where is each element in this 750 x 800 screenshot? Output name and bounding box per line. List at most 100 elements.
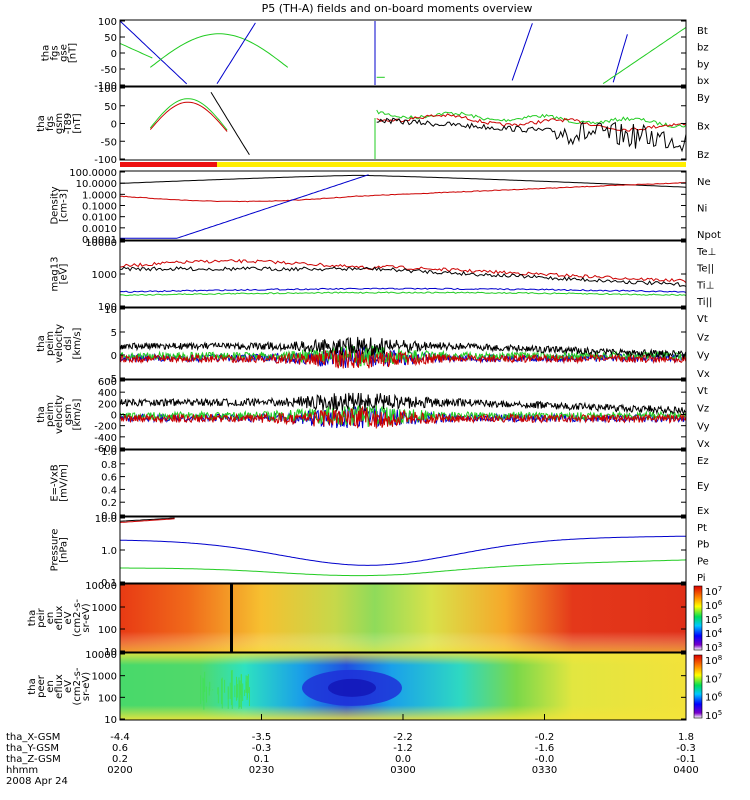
- legend-2: Ex: [697, 506, 709, 517]
- figure-title: P5 (TH-A) fields and on-board moments ov…: [262, 2, 533, 15]
- footer-row-label: tha_X-GSM: [6, 732, 60, 743]
- y-axis-label: [km/s]: [72, 398, 83, 430]
- y-axis-label: peim: [45, 402, 56, 427]
- y-axis-label: peer: [36, 674, 47, 698]
- y-axis-label: tha: [27, 678, 38, 694]
- legend-3: Pi: [697, 573, 706, 584]
- y-axis-label: Density: [50, 186, 61, 224]
- panel-traces: [120, 174, 686, 239]
- y-axis-label: dsl: [63, 336, 74, 350]
- y-tick-label: 200: [98, 399, 117, 410]
- y-axis-label: gse: [59, 44, 70, 62]
- y-axis-label: fgs: [50, 45, 61, 60]
- y-axis-label: en: [45, 612, 56, 625]
- y-axis-label: eflux: [54, 674, 65, 699]
- legend-2: Vy: [697, 351, 710, 362]
- colorbar-exponent: 5: [718, 613, 722, 621]
- y-axis-label: E=-VxB: [50, 464, 61, 501]
- colorbar-exponent: 3: [718, 641, 722, 649]
- data-gap-marker: [230, 584, 233, 652]
- footer-row-label: tha_Y-GSM: [6, 743, 59, 754]
- trace-bx-end: [612, 34, 628, 83]
- legend-1: Te||: [696, 264, 714, 275]
- trace-bx-rise: [216, 22, 256, 84]
- colorbar-label: 107: [705, 585, 722, 598]
- spectrogram-shade: [120, 653, 686, 720]
- y-tick-label: -50: [101, 137, 117, 148]
- trace-Te-perp: [120, 258, 686, 284]
- y-axis-label: sr-eV): [81, 672, 92, 701]
- y-tick-label: 400: [98, 388, 117, 399]
- y-axis-label: tha: [41, 45, 52, 61]
- trace-vz: [120, 348, 686, 369]
- panel-temperature: Te⊥ Te|| Ti⊥ Ti|| 10000 1000 100 mag13[eV]: [50, 238, 717, 313]
- footer-row-label: tha_Z-GSM: [6, 754, 61, 765]
- colorbar-exponent: 6: [718, 691, 723, 699]
- y-tick-label: 1000: [92, 603, 117, 614]
- legend-1: Bx: [697, 122, 710, 133]
- y-tick-label: 0: [111, 351, 117, 362]
- legend-0: Vt: [697, 314, 708, 325]
- footer-value: -2.2: [393, 732, 413, 743]
- y-axis-label: mag13: [50, 257, 61, 292]
- trace-Ti-perp: [120, 287, 686, 293]
- colorbar-exponent: 4: [718, 627, 723, 635]
- footer-axis: tha_X-GSM -4.4 -3.5 -2.2 -0.2 1.8 tha_Y-GSM 0.6…: [6, 714, 699, 787]
- y-tick-label: 100: [98, 84, 117, 95]
- y-axis-label: (cm2-s-: [72, 667, 83, 705]
- panel-density: Ne Ni Npot 100.000010.00001.00000.10000.010…: [50, 168, 721, 246]
- legend-0: Pt: [697, 523, 707, 534]
- footer-value: 1.8: [678, 732, 694, 743]
- y-axis-label: [km/s]: [72, 327, 83, 359]
- footer-value: 0.2: [112, 754, 128, 765]
- footer-value: 0330: [532, 765, 557, 776]
- footer-value: 0.1: [254, 754, 270, 765]
- trace-Ni: [120, 174, 686, 188]
- y-tick-label: -50: [101, 65, 117, 76]
- y-tick-label: 10: [104, 715, 117, 726]
- panel-frame: [119, 583, 687, 653]
- trace-bx-late: [511, 23, 533, 81]
- footer-value: -0.1: [676, 754, 696, 765]
- y-tick-label: 10000: [85, 581, 117, 592]
- y-axis-label: eV: [63, 611, 74, 624]
- mode-bar-red: [120, 162, 217, 167]
- y-tick-label: 0.0001: [82, 235, 117, 246]
- legend-0: Bt: [697, 26, 708, 37]
- y-tick-label: 1000: [92, 270, 117, 281]
- colorbar-label: 104: [705, 627, 723, 640]
- y-tick-label: -5: [107, 374, 117, 385]
- trace-Npot: [120, 174, 369, 239]
- y-tick-label: 600: [98, 377, 117, 388]
- footer-value: -1.2: [393, 743, 413, 754]
- colorbar-label: 108: [705, 654, 722, 667]
- trace-Pi: [120, 535, 686, 566]
- y-tick-label: 0.1000: [82, 202, 117, 213]
- footer-value: -4.4: [110, 732, 130, 743]
- y-tick-label: 10.0000: [76, 179, 117, 190]
- legend-0: Vt: [697, 386, 708, 397]
- y-axis-label: velocity: [54, 324, 65, 363]
- y-tick-label: -400: [94, 433, 117, 444]
- legend-0: Ez: [697, 456, 709, 467]
- y-axis-label: tha: [36, 406, 47, 422]
- y-tick-label: -100: [94, 155, 117, 166]
- legend-2: Npot: [697, 230, 721, 241]
- y-tick-label: 100: [98, 17, 117, 28]
- y-axis-label: en: [45, 680, 56, 693]
- legend-3: Vx: [697, 369, 710, 380]
- y-tick-label: 0.1: [101, 578, 117, 589]
- colorbar-label: 105: [705, 709, 722, 722]
- spectrogram-shade: [120, 584, 686, 652]
- trace-Te-par: [120, 266, 686, 287]
- colorbar-exponent: 5: [718, 709, 722, 717]
- y-axis-label: Pressure: [50, 529, 61, 572]
- legend-1: Ni: [697, 204, 707, 215]
- y-tick-label: 100: [98, 625, 117, 636]
- panel-traces: [120, 258, 686, 297]
- y-tick-label: 0.0010: [82, 224, 117, 235]
